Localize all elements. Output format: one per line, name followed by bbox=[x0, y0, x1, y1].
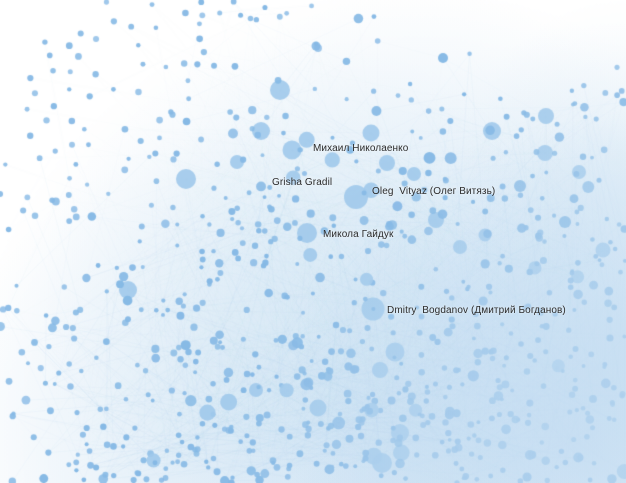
node-label[interactable]: Михаил Николаенко bbox=[313, 143, 409, 154]
node-label[interactable]: Dmitry Bogdanov (Дмитрий Богданов) bbox=[387, 305, 566, 316]
node-label[interactable]: Микола Гайдук bbox=[323, 229, 394, 240]
node-label[interactable]: Grisha Gradil bbox=[272, 177, 333, 188]
node-label[interactable]: Oleg Vityaz (Олег Витязь) bbox=[372, 186, 496, 197]
